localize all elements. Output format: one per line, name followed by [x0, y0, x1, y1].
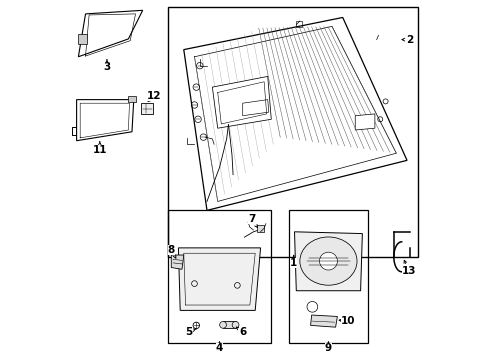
Polygon shape — [171, 255, 183, 269]
Bar — [295, 21, 302, 27]
Polygon shape — [257, 225, 264, 232]
Polygon shape — [310, 315, 337, 327]
Circle shape — [232, 321, 239, 328]
Text: 5: 5 — [185, 327, 195, 337]
Polygon shape — [242, 100, 268, 116]
Polygon shape — [223, 321, 235, 328]
Circle shape — [306, 301, 317, 312]
Polygon shape — [354, 114, 374, 130]
Bar — [141, 103, 153, 114]
Text: 8: 8 — [167, 245, 176, 258]
Bar — [167, 7, 417, 257]
Bar — [167, 210, 271, 342]
Text: 13: 13 — [401, 260, 415, 276]
Text: 11: 11 — [92, 142, 107, 155]
Text: 12: 12 — [146, 91, 161, 102]
Text: 7: 7 — [247, 214, 257, 228]
Bar — [288, 210, 367, 342]
Polygon shape — [128, 96, 135, 102]
Text: 2: 2 — [401, 35, 412, 45]
Polygon shape — [178, 248, 260, 310]
Polygon shape — [183, 18, 406, 210]
Text: 9: 9 — [324, 342, 331, 353]
Text: 4: 4 — [215, 342, 223, 353]
Polygon shape — [294, 232, 362, 291]
Polygon shape — [212, 76, 271, 128]
Text: 6: 6 — [236, 327, 246, 337]
Polygon shape — [78, 10, 142, 57]
Text: 3: 3 — [103, 60, 110, 72]
Text: 1: 1 — [289, 255, 297, 268]
Ellipse shape — [299, 237, 356, 285]
Polygon shape — [77, 100, 134, 141]
Circle shape — [219, 321, 226, 328]
Text: 10: 10 — [338, 316, 355, 326]
Polygon shape — [78, 33, 87, 44]
Circle shape — [319, 252, 337, 270]
